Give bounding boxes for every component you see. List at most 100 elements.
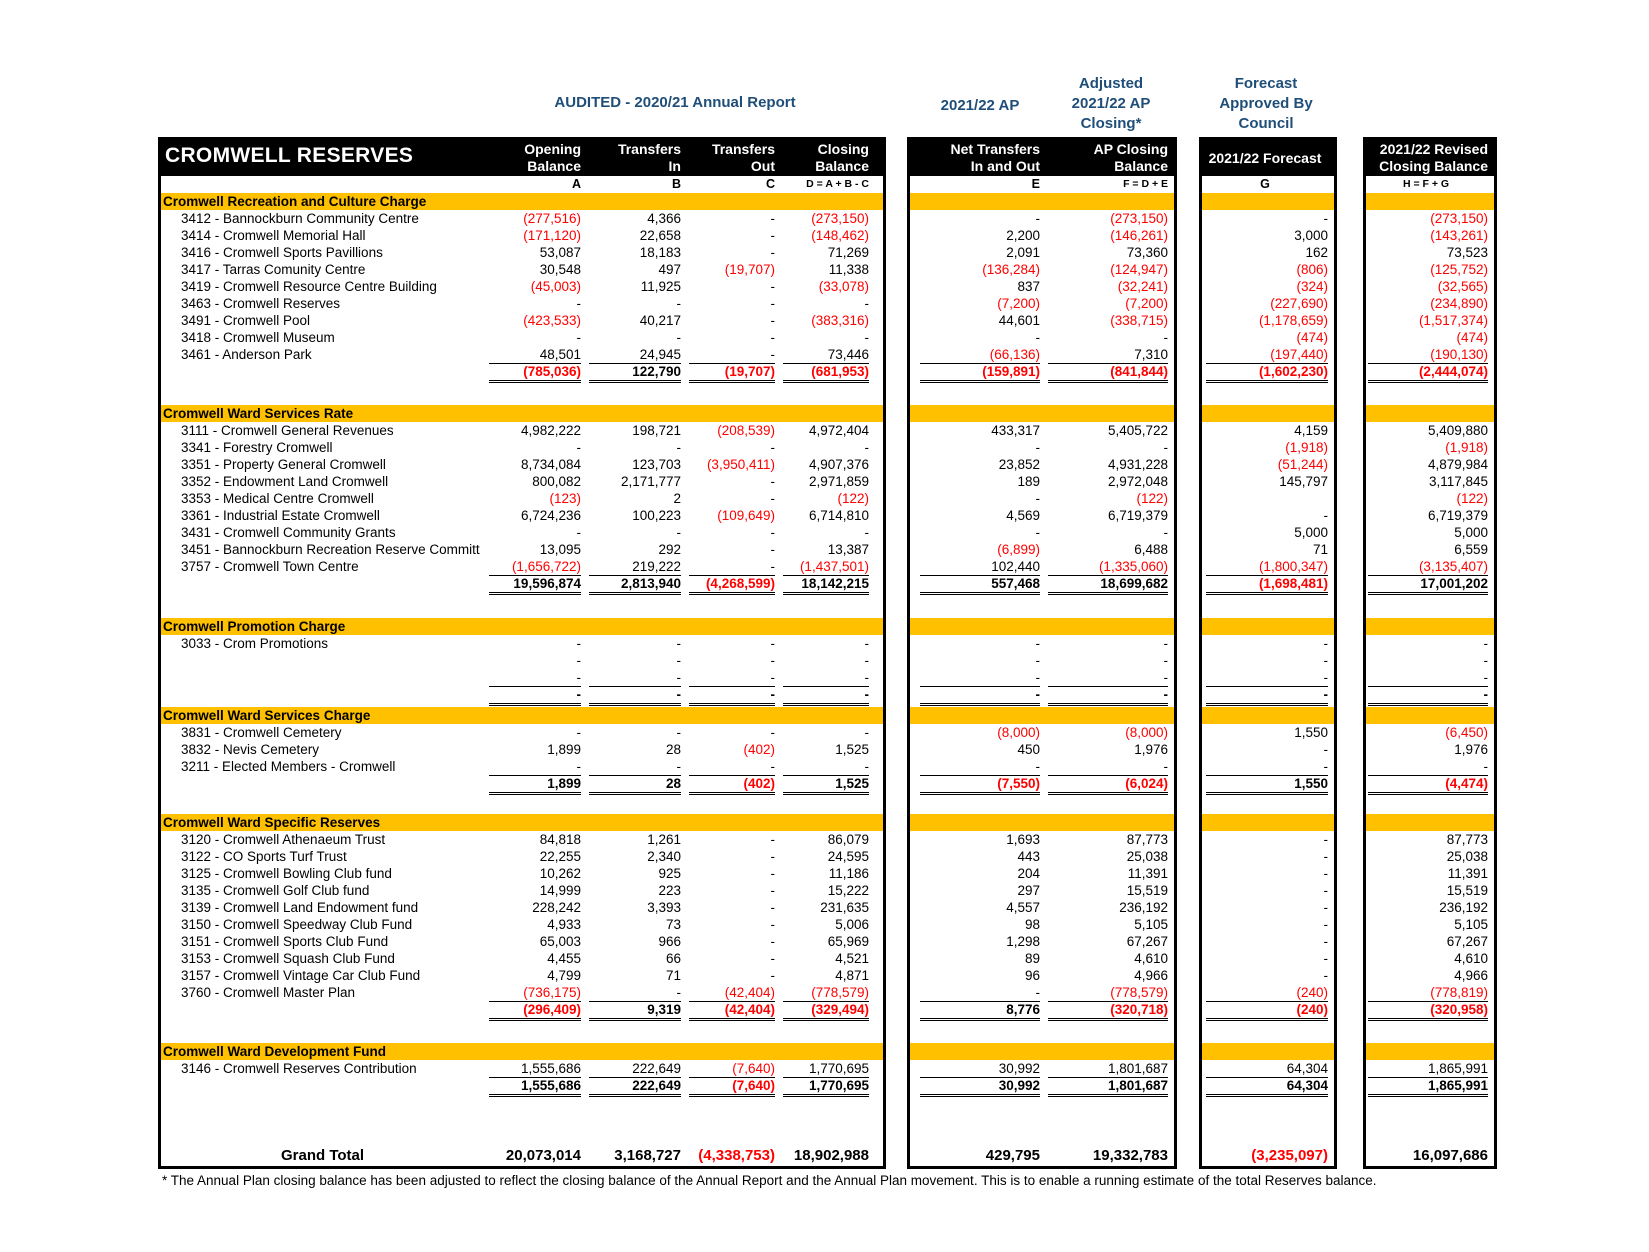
header-bar: 2021/22 Revised Closing Balance [1366,140,1494,176]
cell-value: - [770,245,776,260]
subtotal-rule-bottom2 [689,594,775,595]
cell-value: - [864,440,870,455]
cell-value: - [1323,849,1329,864]
table-row: - [1202,210,1334,227]
column-letter-7: G [1260,177,1270,191]
cell-value: 236,192 [1119,900,1168,915]
cell-value: - [770,832,776,847]
table-row: 5,000 [1202,524,1334,541]
subtotal-value: (159,891) [982,364,1040,379]
subtotal-rule-bottom2 [1368,794,1488,795]
cell-value: 4,569 [1006,508,1040,523]
table-row: (234,890) [1366,295,1494,312]
cell-value: 4,521 [835,951,869,966]
subtotal-value: (7,640) [732,1078,775,1093]
cell-value: 1,298 [1006,934,1040,949]
subtotal-rule-bottom2 [689,1020,775,1021]
table-row: 3463 - Cromwell Reserves - - - - [161,295,883,312]
subtotal-rule-bottom2 [689,1096,775,1097]
cell-value: 6,559 [1454,542,1488,557]
subtotal-rule-top [920,1077,1040,1078]
column-letter-8: H = F + G [1402,178,1450,190]
section-band: Cromwell Ward Services Charge [161,707,883,724]
cell-value: - [1483,653,1489,668]
subtotal-rule-bottom [589,1018,681,1019]
subtotal-rule-bottom [920,1018,1040,1019]
cell-value: (1,178,659) [1258,313,1328,328]
column-header-line1: Opening [524,141,581,157]
table-row: 3125 - Cromwell Bowling Club fund 10,262 9… [161,865,883,882]
cell-value: 5,409,880 [1427,423,1488,438]
table-row: - (273,150) [910,210,1174,227]
table-row: 3491 - Cromwell Pool (423,533) 40,217 - (383… [161,312,883,329]
subtotal-value: (296,409) [523,1002,581,1017]
cell-value: 4,455 [547,951,581,966]
subtotal-rule-bottom2 [589,594,681,595]
column-header-8: 2021/22 Revised Closing Balance [1364,140,1488,176]
section-band [1366,405,1494,422]
cell-value: 5,006 [835,917,869,932]
cell-value: (19,707) [724,262,775,277]
table-row: 73,523 [1366,244,1494,261]
section-band [1202,618,1334,635]
cell-value: 292 [658,542,681,557]
subtotal-rule-top [920,775,1040,776]
cell-value: 84,818 [539,832,581,847]
subtotal-rule-bottom [689,703,775,704]
row-label: 3419 - Cromwell Resource Centre Building [181,279,437,294]
subtotal-rule-bottom2 [920,705,1040,706]
subtotal-value: (1,698,481) [1258,576,1328,591]
table-row: -- [910,758,1174,775]
cell-value: - [864,330,870,345]
table-row: (324) [1202,278,1334,295]
table-row: 44,601 (338,715) [910,312,1174,329]
table-row: 2,091 73,360 [910,244,1174,261]
cell-value: 2,972,048 [1107,474,1168,489]
cell-value: 837 [1017,279,1040,294]
cell-value: - [864,759,870,774]
subtotal-rule-bottom2 [920,594,1040,595]
subtotal-rule-bottom [489,380,581,381]
subtotal-value: 1,899 [547,776,581,791]
table-row: 25,038 [1366,848,1494,865]
table-row: - [1202,899,1334,916]
cell-value: (6,450) [1445,725,1488,740]
subtotal-rule-bottom2 [489,594,581,595]
table-row: 6,559 [1366,541,1494,558]
row-label: 3111 - Cromwell General Revenues [181,423,394,438]
subtotal-rule-bottom2 [783,594,869,595]
cell-value: (240) [1296,985,1328,1000]
cell-value: - [576,636,582,651]
subtotal-value: (841,844) [1110,364,1168,379]
section-band [1202,405,1334,422]
section-band: Cromwell Recreation and Culture Charge [161,193,883,210]
cell-value: (123) [549,491,581,506]
subtotal-rule-top [783,575,869,576]
cell-value: (51,244) [1277,457,1328,472]
row-label: 3491 - Cromwell Pool [181,313,311,328]
forecast-header-line2: Approved By [1219,95,1313,112]
row-label: 3341 - Forestry Cromwell [181,440,333,455]
subtotal-value: 18,699,682 [1100,576,1168,591]
table-row [1202,490,1334,507]
cell-value: - [770,951,776,966]
cell-value: (1,437,501) [799,559,869,574]
subtotal-value: 30,992 [998,1078,1040,1093]
cell-value: - [1035,491,1041,506]
subtotal-rule-bottom [489,1094,581,1095]
column-header-line2: In [668,158,681,174]
subtotal-rule-top [589,686,681,687]
subtotal-rule-top [489,575,581,576]
cell-value: 5,105 [1134,917,1168,932]
row-label: 3211 - Elected Members - Cromwell [181,759,396,774]
cell-value: - [1035,653,1041,668]
header-bar: 2021/22 Forecast [1202,140,1334,176]
section-band [910,814,1174,831]
subtotal-rule-bottom2 [689,794,775,795]
table-row: 3351 - Property General Cromwell 8,734,08… [161,456,883,473]
subtotal-rule-top [1206,575,1328,576]
column-header-5: Net Transfers In and Out [916,140,1040,176]
cell-value: 13,387 [827,542,869,557]
subtotal-row: (240) [1202,1001,1334,1018]
table-row: -- [910,524,1174,541]
